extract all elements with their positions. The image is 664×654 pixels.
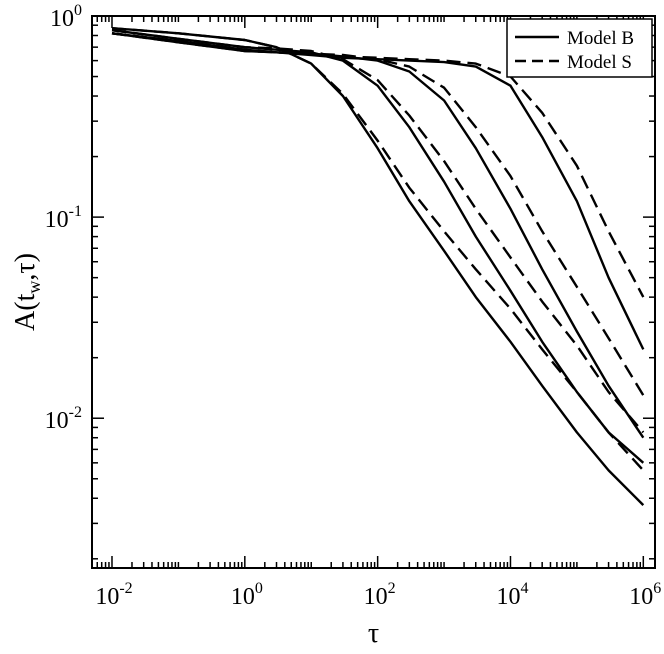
series-line-dashed-5 (111, 32, 645, 396)
series-line-solid-6 (111, 32, 645, 350)
legend: Model B Model S (506, 18, 653, 78)
series-line-solid-4 (111, 32, 645, 439)
x-tick-label-4: 106 (629, 580, 661, 610)
legend-label-model-b: Model B (567, 28, 634, 49)
x-tick-label-1: 100 (231, 580, 263, 610)
y-tick-label-1: 10-1 (45, 203, 82, 233)
x-axis-title: τ (368, 618, 379, 649)
y-tick-label-0: 100 (50, 2, 82, 32)
series-line-dashed-3 (111, 29, 645, 434)
y-axis-title-main: A(t (10, 293, 41, 331)
y-tick-label-2: 10-2 (45, 404, 82, 434)
series-line-dashed-7 (111, 32, 645, 298)
series-line-solid-2 (111, 29, 645, 464)
label-layer: 10-2 100 102 104 106 100 10-1 10-2 (45, 2, 662, 610)
series-layer (111, 27, 645, 506)
plot-frame (91, 15, 656, 569)
legend-box (506, 18, 653, 78)
x-tick-label-2: 102 (364, 580, 396, 610)
y-axis-title-sub: w (24, 281, 44, 294)
y-axis-title-rest: ,τ) (10, 253, 41, 281)
x-tick-label-3: 104 (496, 580, 528, 610)
y-axis-title: A(tw,τ) (10, 253, 44, 331)
series-line-dashed-1 (111, 27, 645, 472)
series-line-solid-0 (111, 27, 645, 506)
legend-label-model-s: Model S (567, 52, 632, 73)
x-tick-label-0: 10-2 (95, 580, 132, 610)
tick-layer (91, 15, 655, 568)
